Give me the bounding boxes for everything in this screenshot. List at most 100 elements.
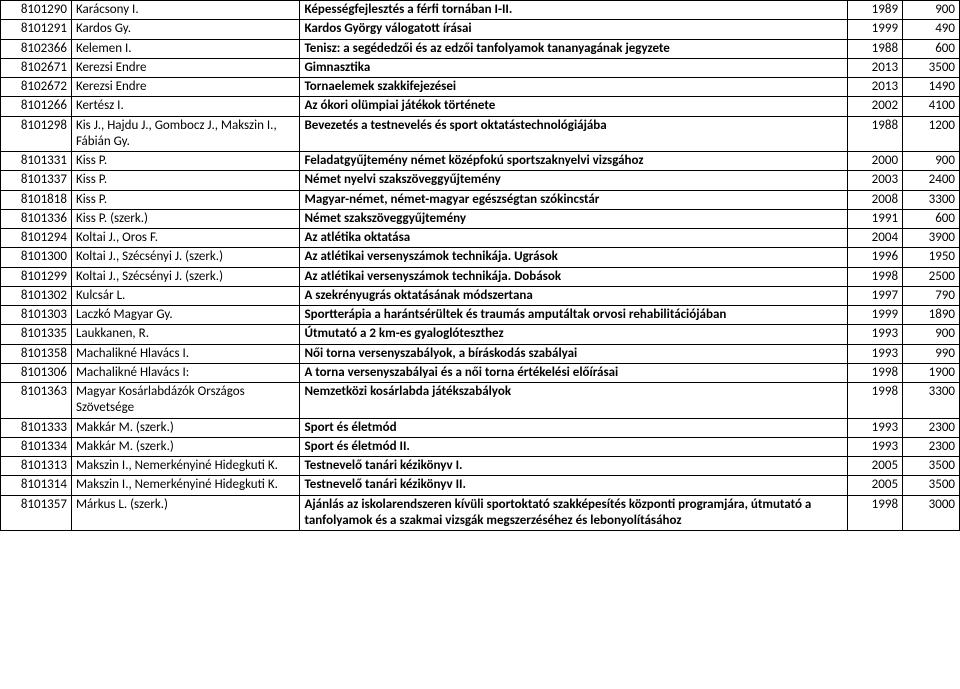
cell-num: 3500	[903, 457, 960, 476]
cell-author: Magyar Kosárlabdázók Országos Szövetsége	[71, 383, 300, 419]
cell-author: Karácsony I.	[71, 1, 300, 20]
cell-year: 1996	[848, 248, 903, 267]
cell-title: Nemzetközi kosárlabda játékszabályok	[300, 383, 848, 419]
cell-id: 8101333	[1, 418, 72, 437]
cell-num: 1950	[903, 248, 960, 267]
cell-author: Kerezsi Endre	[71, 58, 300, 77]
cell-author: Kiss P.	[71, 171, 300, 190]
cell-num: 900	[903, 1, 960, 20]
cell-num: 1490	[903, 78, 960, 97]
cell-year: 1998	[848, 383, 903, 419]
cell-num: 3000	[903, 495, 960, 531]
table-row: 8101291Kardos Gy.Kardos György válogatot…	[1, 20, 960, 39]
cell-id: 8101302	[1, 286, 72, 305]
cell-author: Kardos Gy.	[71, 20, 300, 39]
cell-num: 2400	[903, 171, 960, 190]
cell-author: Makkár M. (szerk.)	[71, 418, 300, 437]
cell-id: 8101290	[1, 1, 72, 20]
cell-id: 8102672	[1, 78, 72, 97]
cell-year: 1999	[848, 306, 903, 325]
cell-title: Ajánlás az iskolarendszeren kívüli sport…	[300, 495, 848, 531]
cell-num: 2500	[903, 267, 960, 286]
cell-id: 8101299	[1, 267, 72, 286]
table-row: 8101335Laukkanen, R.Útmutató a 2 km-es g…	[1, 325, 960, 344]
cell-num: 1200	[903, 116, 960, 152]
cell-id: 8101335	[1, 325, 72, 344]
table-row: 8101290Karácsony I.Képességfejlesztés a …	[1, 1, 960, 20]
cell-title: Képességfejlesztés a férfi tornában I-II…	[300, 1, 848, 20]
cell-title: Testnevelő tanári kézikönyv I.	[300, 457, 848, 476]
table-row: 8102671Kerezsi EndreGimnasztika20133500	[1, 58, 960, 77]
table-row: 8101333Makkár M. (szerk.)Sport és életmó…	[1, 418, 960, 437]
cell-year: 1989	[848, 1, 903, 20]
cell-num: 600	[903, 209, 960, 228]
cell-title: Feladatgyűjtemény német középfokú sports…	[300, 152, 848, 171]
cell-title: Német nyelvi szakszöveggyűjtemény	[300, 171, 848, 190]
cell-title: Az atlétika oktatása	[300, 229, 848, 248]
cell-num: 2300	[903, 418, 960, 437]
cell-id: 8101313	[1, 457, 72, 476]
cell-title: Bevezetés a testnevelés és sport oktatás…	[300, 116, 848, 152]
cell-num: 3500	[903, 58, 960, 77]
cell-author: Laukkanen, R.	[71, 325, 300, 344]
cell-title: Tenisz: a segédedzői és az edzői tanfoly…	[300, 39, 848, 58]
cell-num: 900	[903, 325, 960, 344]
cell-title: Kardos György válogatott írásai	[300, 20, 848, 39]
cell-author: Koltai J., Szécsényi J. (szerk.)	[71, 248, 300, 267]
cell-title: Német szakszöveggyűjtemény	[300, 209, 848, 228]
cell-year: 1988	[848, 116, 903, 152]
cell-year: 1993	[848, 325, 903, 344]
cell-author: Kelemen I.	[71, 39, 300, 58]
cell-title: Magyar-német, német-magyar egészségtan s…	[300, 190, 848, 209]
cell-num: 600	[903, 39, 960, 58]
cell-id: 8102366	[1, 39, 72, 58]
cell-num: 900	[903, 152, 960, 171]
cell-year: 2000	[848, 152, 903, 171]
table-row: 8101331Kiss P.Feladatgyűjtemény német kö…	[1, 152, 960, 171]
cell-title: Női torna versenyszabályok, a bíráskodás…	[300, 344, 848, 363]
cell-id: 8101357	[1, 495, 72, 531]
cell-title: Testnevelő tanári kézikönyv II.	[300, 476, 848, 495]
cell-id: 8101336	[1, 209, 72, 228]
cell-id: 8101337	[1, 171, 72, 190]
cell-title: Sport és életmód II.	[300, 437, 848, 456]
table-row: 8102366Kelemen I.Tenisz: a segédedzői és…	[1, 39, 960, 58]
cell-id: 8102671	[1, 58, 72, 77]
table-row: 8101306Machalikné Hlavács I:A torna vers…	[1, 363, 960, 382]
table-row: 8101337Kiss P.Német nyelvi szakszöveggyű…	[1, 171, 960, 190]
table-row: 8101336Kiss P. (szerk.)Német szakszövegg…	[1, 209, 960, 228]
cell-year: 1998	[848, 267, 903, 286]
cell-id: 8101294	[1, 229, 72, 248]
cell-author: Makkár M. (szerk.)	[71, 437, 300, 456]
cell-id: 8101291	[1, 20, 72, 39]
cell-year: 2005	[848, 457, 903, 476]
cell-author: Makszin I., Nemerkényiné Hidegkuti K.	[71, 457, 300, 476]
cell-num: 1900	[903, 363, 960, 382]
table-row: 8101334Makkár M. (szerk.)Sport és életmó…	[1, 437, 960, 456]
cell-title: A szekrényugrás oktatásának módszertana	[300, 286, 848, 305]
cell-title: Az ókori olümpiai játékok története	[300, 97, 848, 116]
cell-num: 490	[903, 20, 960, 39]
cell-title: Sportterápia a harántsérültek és traumás…	[300, 306, 848, 325]
table-row: 8101357Márkus L. (szerk.)Ajánlás az isko…	[1, 495, 960, 531]
cell-id: 8101334	[1, 437, 72, 456]
cell-id: 8101266	[1, 97, 72, 116]
cell-year: 1993	[848, 418, 903, 437]
table-row: 8101303Laczkó Magyar Gy.Sportterápia a h…	[1, 306, 960, 325]
cell-id: 8101314	[1, 476, 72, 495]
table-row: 8101299Koltai J., Szécsényi J. (szerk.)A…	[1, 267, 960, 286]
cell-author: Laczkó Magyar Gy.	[71, 306, 300, 325]
cell-year: 2013	[848, 78, 903, 97]
cell-id: 8101363	[1, 383, 72, 419]
cell-id: 8101331	[1, 152, 72, 171]
cell-year: 1999	[848, 20, 903, 39]
cell-year: 2002	[848, 97, 903, 116]
table-row: 8101302Kulcsár L.A szekrényugrás oktatás…	[1, 286, 960, 305]
cell-author: Márkus L. (szerk.)	[71, 495, 300, 531]
cell-num: 2300	[903, 437, 960, 456]
cell-year: 1998	[848, 495, 903, 531]
cell-year: 2005	[848, 476, 903, 495]
cell-year: 1988	[848, 39, 903, 58]
cell-num: 790	[903, 286, 960, 305]
table-row: 8101298Kis J., Hajdu J., Gombocz J., Mak…	[1, 116, 960, 152]
